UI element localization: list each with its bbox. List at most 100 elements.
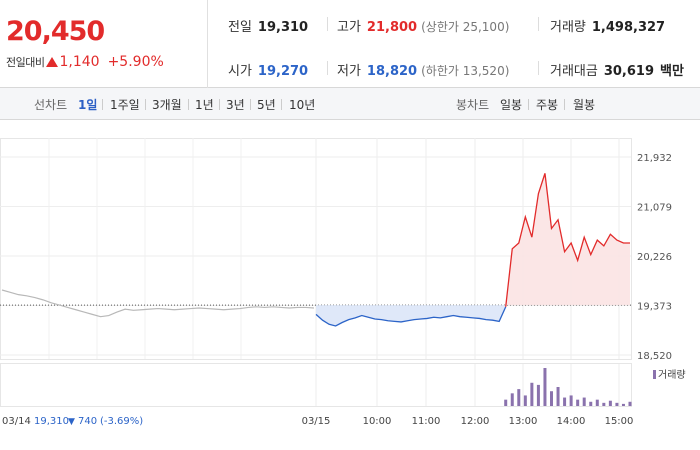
volume-bar bbox=[543, 368, 547, 406]
range-1w-tab[interactable]: 1주일 bbox=[110, 98, 140, 112]
volume-bar bbox=[550, 391, 553, 406]
amount-stat: 거래대금 30,619 백만 bbox=[550, 60, 684, 79]
divider bbox=[327, 17, 328, 31]
price-chart-svg[interactable]: 21,932 21,079 20,226 19,373 18,520 03/15 10:0… bbox=[0, 120, 700, 450]
prev-close-value: 19,310 bbox=[257, 20, 309, 35]
candle-monthly-tab[interactable]: 월봉 bbox=[573, 98, 596, 112]
volume-bar bbox=[556, 387, 560, 406]
y-axis: 21,932 21,079 20,226 19,373 18,520 bbox=[637, 153, 672, 362]
change-value: 1,140 bbox=[59, 54, 100, 70]
volume-bar bbox=[576, 399, 580, 406]
current-price: 20,450 bbox=[6, 16, 105, 47]
range-1y-tab[interactable]: 1년 bbox=[195, 98, 214, 112]
divider bbox=[219, 99, 220, 110]
chart-toolbar: 선차트 1일 1주일 3개월 1년 3년 5년 10년 봉차트 일봉 주봉 월봉 bbox=[0, 88, 700, 120]
volume-series bbox=[504, 368, 632, 406]
volume-plot-frame bbox=[0, 363, 632, 407]
current-price-box: 20,450 전일대비 1,140 +5.90% bbox=[0, 0, 208, 88]
line-chart-label: 선차트 bbox=[34, 98, 68, 112]
change-percent: +5.90% bbox=[107, 54, 164, 70]
prev-day-line bbox=[1, 289, 315, 318]
divider bbox=[145, 99, 146, 110]
y-tick-label: 20,226 bbox=[637, 252, 672, 263]
range-3m-tab[interactable]: 3개월 bbox=[152, 98, 182, 112]
range-1d-tab[interactable]: 1일 bbox=[78, 98, 98, 112]
intraday-chart[interactable]: 21,932 21,079 20,226 19,373 18,520 03/15 10:0… bbox=[0, 120, 700, 450]
divider bbox=[281, 99, 282, 110]
volume-bar bbox=[595, 399, 599, 406]
divider bbox=[538, 17, 539, 31]
x-tick-label: 15:00 bbox=[605, 416, 634, 427]
x-tick-label: 12:00 bbox=[461, 416, 490, 427]
y-tick-label: 21,932 bbox=[637, 153, 672, 164]
low-label: 저가 bbox=[337, 64, 361, 79]
amount-value: 30,619 bbox=[603, 64, 655, 79]
today-down-line bbox=[315, 306, 507, 327]
high-label: 고가 bbox=[337, 20, 361, 35]
x-tick-label: 13:00 bbox=[509, 416, 538, 427]
prev-close-stat: 전일 19,310 bbox=[228, 16, 308, 35]
stock-quote-panel: 20,450 전일대비 1,140 +5.90% 전일 19,310 고가 21… bbox=[0, 0, 700, 88]
candle-daily-tab[interactable]: 일봉 bbox=[500, 98, 523, 112]
volume-bar bbox=[621, 403, 625, 406]
volume-bar bbox=[569, 395, 573, 406]
prev-day-change: 740 bbox=[78, 416, 97, 427]
divider bbox=[528, 99, 529, 110]
open-label: 시가 bbox=[228, 64, 252, 79]
down-area-fill bbox=[316, 305, 506, 326]
volume-bar bbox=[510, 393, 514, 406]
price-change: 전일대비 1,140 +5.90% bbox=[6, 54, 164, 70]
amount-unit: 백만 bbox=[660, 64, 684, 79]
range-3y-tab[interactable]: 3년 bbox=[226, 98, 245, 112]
range-5y-tab[interactable]: 5년 bbox=[257, 98, 276, 112]
volume-bar bbox=[602, 402, 606, 406]
volume-bar bbox=[628, 401, 632, 406]
divider bbox=[327, 61, 328, 75]
today-series bbox=[315, 173, 630, 327]
volume-bar bbox=[536, 384, 540, 406]
prev-close-label: 전일 bbox=[228, 20, 252, 35]
up-triangle-icon bbox=[46, 57, 59, 67]
volume-stat: 거래량 1,498,327 bbox=[550, 16, 665, 35]
volume-bar bbox=[615, 402, 619, 406]
prev-day-change-pct: (-3.69%) bbox=[100, 416, 143, 427]
volume-bar bbox=[563, 397, 567, 406]
up-area-fill bbox=[505, 173, 630, 307]
volume-bar bbox=[582, 397, 586, 406]
prev-day-close: 19,310 bbox=[34, 416, 69, 427]
divider bbox=[250, 99, 251, 110]
volume-bar bbox=[608, 400, 612, 406]
x-tick-label: 11:00 bbox=[412, 416, 441, 427]
volume-bar bbox=[517, 389, 521, 406]
x-tick-label: 03/15 bbox=[302, 416, 331, 427]
change-label: 전일대비 bbox=[6, 56, 45, 69]
divider bbox=[564, 99, 565, 110]
volume-legend-swatch bbox=[653, 370, 656, 379]
candle-chart-label: 봉차트 bbox=[456, 98, 490, 112]
candle-weekly-tab[interactable]: 주봉 bbox=[536, 98, 559, 112]
today-up-line bbox=[505, 173, 630, 307]
open-stat: 시가 19,270 bbox=[228, 60, 308, 79]
y-tick-label: 18,520 bbox=[637, 351, 672, 362]
open-value: 19,270 bbox=[257, 64, 309, 79]
volume-legend-label: 거래량 bbox=[658, 369, 686, 381]
high-stat: 고가 21,800 (상한가 25,100) bbox=[337, 16, 509, 35]
upper-limit: (상한가 25,100) bbox=[421, 20, 510, 34]
down-triangle-icon: ▼ bbox=[68, 417, 75, 427]
divider bbox=[538, 61, 539, 75]
prev-day-series bbox=[1, 289, 315, 318]
y-tick-label: 19,373 bbox=[637, 302, 672, 313]
prev-day-date: 03/14 bbox=[2, 416, 31, 427]
volume-bar bbox=[504, 399, 508, 406]
range-10y-tab[interactable]: 10년 bbox=[289, 98, 316, 112]
x-axis: 03/15 10:00 11:00 12:00 13:00 14:00 15:00 bbox=[302, 416, 634, 427]
low-stat: 저가 18,820 (하한가 13,520) bbox=[337, 60, 509, 79]
divider bbox=[188, 99, 189, 110]
lower-limit: (하한가 13,520) bbox=[421, 64, 510, 78]
volume-bar bbox=[530, 382, 534, 406]
volume-value: 1,498,327 bbox=[591, 20, 666, 35]
volume-bar bbox=[589, 401, 593, 406]
low-value: 18,820 bbox=[366, 64, 418, 79]
volume-bar bbox=[523, 395, 527, 406]
high-value: 21,800 bbox=[366, 20, 418, 35]
